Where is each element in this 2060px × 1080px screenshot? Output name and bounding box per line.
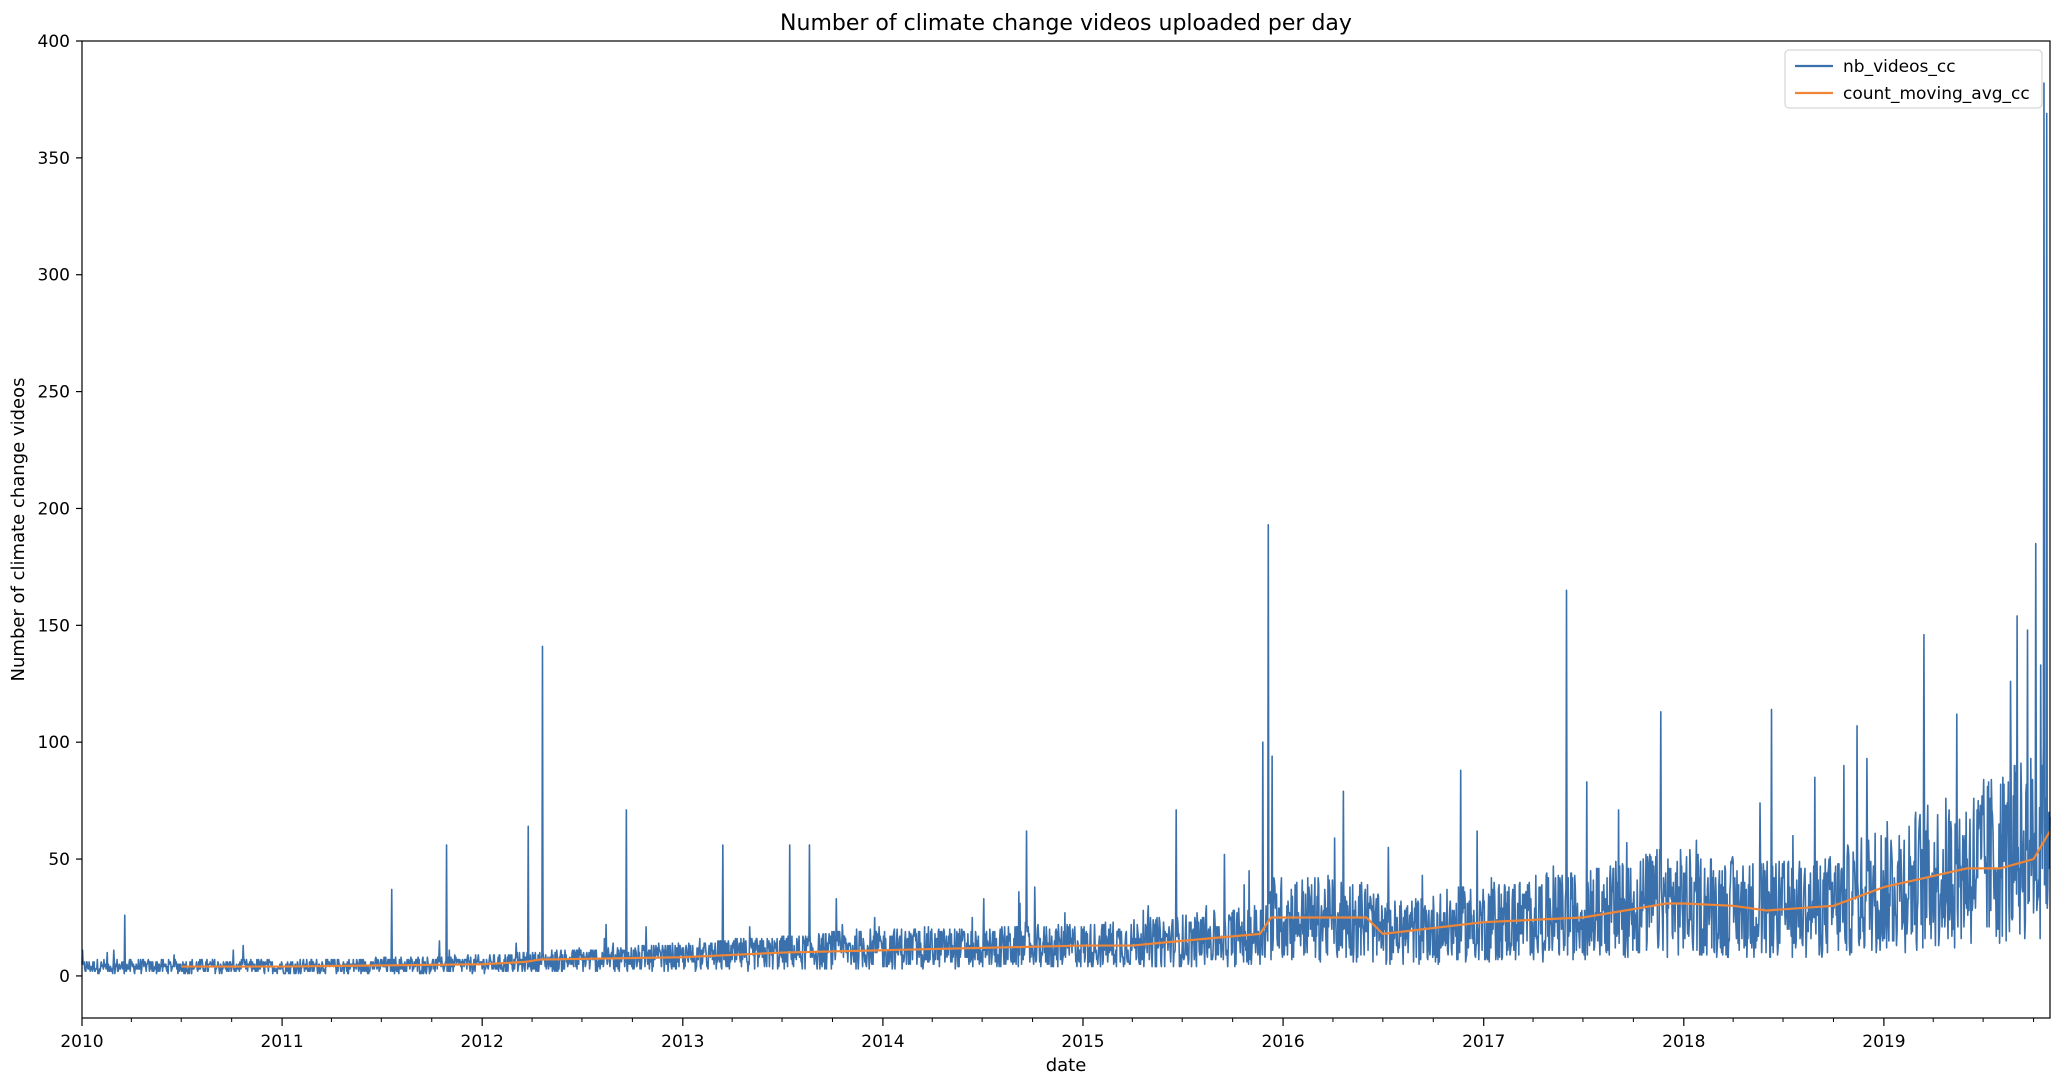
legend: nb_videos_cc count_moving_avg_cc — [1784, 49, 2043, 109]
legend-box — [1784, 49, 2043, 109]
x-tick-label: 2013 — [661, 1032, 704, 1052]
y-tick-label: 0 — [59, 967, 70, 987]
y-tick-label: 50 — [48, 850, 70, 870]
x-axis-title: date — [1046, 1055, 1087, 1076]
y-tick-label: 350 — [38, 149, 70, 169]
y-tick-label: 150 — [38, 616, 70, 636]
series-layer — [81, 82, 2051, 975]
chart-title: Number of climate change videos uploaded… — [780, 11, 1352, 36]
y-axis-title: Number of climate change videos — [8, 378, 29, 682]
series-line-count-moving-avg-cc — [181, 830, 2051, 968]
x-tick-label: 2015 — [1061, 1032, 1104, 1052]
y-axis: 0 50 100 150 200 250 300 350 400 — [38, 32, 82, 987]
plot-frame — [81, 40, 2051, 1019]
x-tick-label: 2011 — [260, 1032, 303, 1052]
x-tick-label: 2016 — [1261, 1032, 1304, 1052]
x-tick-label: 2010 — [60, 1032, 103, 1052]
y-tick-label: 100 — [38, 733, 70, 753]
y-tick-label: 400 — [38, 32, 70, 52]
y-tick-label: 200 — [38, 499, 70, 519]
x-tick-label: 2017 — [1462, 1032, 1505, 1052]
legend-label: nb_videos_cc — [1843, 57, 1956, 77]
x-tick-label: 2019 — [1862, 1032, 1905, 1052]
y-tick-label: 250 — [38, 383, 70, 403]
x-tick-label: 2012 — [461, 1032, 504, 1052]
series-line-nb-videos-cc — [81, 82, 2051, 975]
x-tick-label: 2018 — [1662, 1032, 1705, 1052]
x-tick-label: 2014 — [861, 1032, 904, 1052]
legend-label: count_moving_avg_cc — [1843, 84, 2030, 104]
x-axis: 2010 2011 2012 2013 2014 2015 2016 2017 2018 2019 — [60, 1018, 2035, 1052]
y-tick-label: 300 — [38, 266, 70, 286]
